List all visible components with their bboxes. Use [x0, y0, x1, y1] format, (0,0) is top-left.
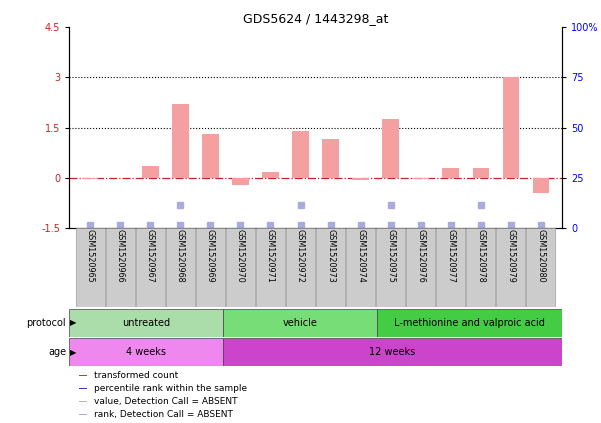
Bar	[79, 401, 87, 402]
Bar	[406, 228, 435, 307]
Bar	[322, 139, 339, 178]
Bar	[82, 178, 99, 179]
Bar	[316, 228, 345, 307]
Bar	[202, 134, 219, 178]
Bar	[286, 228, 315, 307]
Text: untreated: untreated	[122, 318, 170, 328]
Bar	[436, 228, 465, 307]
Bar	[352, 178, 369, 180]
Bar	[376, 228, 405, 307]
Text: GSM1520967: GSM1520967	[146, 229, 154, 283]
Bar	[142, 166, 159, 178]
Bar	[502, 77, 519, 178]
Text: protocol: protocol	[26, 318, 66, 328]
Text: GSM1520976: GSM1520976	[416, 229, 425, 283]
Text: L-methionine and valproic acid: L-methionine and valproic acid	[394, 318, 545, 328]
Text: transformed count: transformed count	[94, 371, 178, 379]
Text: GSM1520975: GSM1520975	[386, 229, 395, 283]
Text: GSM1520970: GSM1520970	[236, 229, 245, 283]
Bar	[106, 228, 135, 307]
Text: GSM1520966: GSM1520966	[116, 229, 124, 283]
Bar	[223, 308, 377, 337]
Bar	[532, 178, 549, 192]
Text: GSM1520978: GSM1520978	[477, 229, 485, 283]
Bar	[79, 414, 87, 415]
Bar	[442, 168, 459, 178]
Bar	[166, 228, 195, 307]
Bar	[79, 387, 87, 389]
Text: 4 weeks: 4 weeks	[126, 347, 166, 357]
Bar	[226, 228, 255, 307]
Bar	[196, 228, 225, 307]
Text: GSM1520980: GSM1520980	[537, 229, 545, 283]
Text: GSM1520972: GSM1520972	[296, 229, 305, 283]
Text: ▶: ▶	[70, 348, 77, 357]
Title: GDS5624 / 1443298_at: GDS5624 / 1443298_at	[243, 12, 388, 25]
Text: GSM1520971: GSM1520971	[266, 229, 275, 283]
Text: percentile rank within the sample: percentile rank within the sample	[94, 384, 247, 393]
Text: ▶: ▶	[70, 318, 77, 327]
Bar	[232, 178, 249, 185]
Bar	[262, 172, 279, 178]
Text: rank, Detection Call = ABSENT: rank, Detection Call = ABSENT	[94, 410, 233, 419]
Text: 12 weeks: 12 weeks	[370, 347, 416, 357]
Bar	[292, 131, 309, 178]
Text: GSM1520974: GSM1520974	[356, 229, 365, 283]
Bar	[79, 374, 87, 376]
Bar	[377, 308, 562, 337]
Text: GSM1520979: GSM1520979	[507, 229, 515, 283]
Bar	[76, 228, 105, 307]
Bar	[346, 228, 375, 307]
Text: vehicle: vehicle	[282, 318, 317, 328]
Bar	[382, 119, 399, 178]
Bar	[223, 338, 562, 366]
Bar	[136, 228, 165, 307]
Bar	[256, 228, 285, 307]
Bar	[172, 104, 189, 178]
Bar	[69, 338, 223, 366]
Text: GSM1520968: GSM1520968	[176, 229, 185, 283]
Text: age: age	[48, 347, 66, 357]
Bar	[526, 228, 555, 307]
Text: GSM1520965: GSM1520965	[86, 229, 94, 283]
Text: GSM1520977: GSM1520977	[447, 229, 455, 283]
Text: value, Detection Call = ABSENT: value, Detection Call = ABSENT	[94, 397, 237, 406]
Bar	[412, 178, 429, 179]
Text: GSM1520969: GSM1520969	[206, 229, 215, 283]
Bar	[69, 308, 223, 337]
Bar	[472, 168, 489, 178]
Bar	[466, 228, 495, 307]
Bar	[496, 228, 525, 307]
Text: GSM1520973: GSM1520973	[326, 229, 335, 283]
